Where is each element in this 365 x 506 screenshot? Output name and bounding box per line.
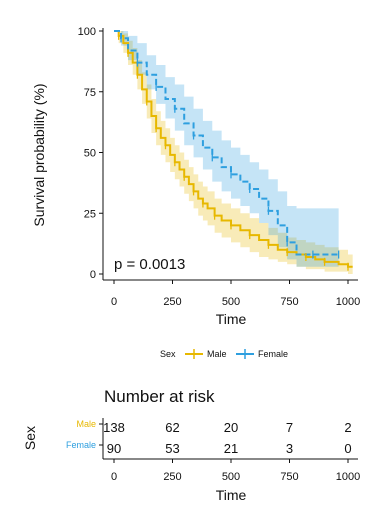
risk-row-label-male: Male — [76, 419, 96, 429]
legend-entry-male: Male — [185, 349, 227, 359]
y-tick-label: 0 — [90, 269, 96, 281]
legend-label-male: Male — [207, 349, 227, 359]
x-tick-label: 750 — [280, 296, 298, 308]
x-tick-label: 0 — [111, 296, 117, 308]
risk-count-female: 53 — [165, 441, 179, 456]
risk-count-female: 3 — [286, 441, 293, 456]
y-tick-label: 75 — [84, 87, 96, 99]
risk-count-female: 0 — [344, 441, 351, 456]
censor-marks — [118, 31, 349, 271]
risk-x-tick-label: 1000 — [336, 471, 360, 483]
risk-count-male: 62 — [165, 420, 179, 435]
risk-count-male: 138 — [103, 420, 125, 435]
p-value-annotation: p = 0.0013 — [114, 256, 185, 273]
risk-strata-label: Sex — [22, 426, 38, 450]
x-tick-label: 500 — [222, 296, 240, 308]
risk-x-axis-title: Time — [216, 487, 247, 503]
confidence-bands — [114, 31, 353, 274]
legend-title: Sex — [160, 349, 176, 359]
y-axis-title: Survival probability (%) — [31, 83, 47, 226]
x-axis-ticks: 0 250 500 750 1000 — [111, 280, 360, 308]
survival-plot: 0 25 50 75 100 0 250 500 750 1000 p = 0.0013 Sur… — [31, 26, 360, 327]
risk-x-tick-label: 0 — [111, 471, 117, 483]
risk-table: Number at risk Sex Male 138 62 20 7 2 Female 90… — [22, 387, 360, 503]
risk-table-title: Number at risk — [104, 387, 215, 406]
x-tick-label: 1000 — [336, 296, 360, 308]
male-survival-curve — [114, 30, 353, 268]
risk-rows: Male 138 62 20 7 2 Female 90 53 21 3 0 — [66, 419, 352, 456]
risk-count-male: 2 — [344, 420, 351, 435]
y-tick-label: 25 — [84, 208, 96, 220]
risk-x-axis-ticks: 0 250 500 750 1000 — [111, 459, 360, 483]
x-axis-title: Time — [216, 311, 247, 327]
y-tick-label: 100 — [78, 26, 96, 38]
y-axis-ticks: 0 25 50 75 100 — [78, 26, 103, 281]
y-tick-label: 50 — [84, 148, 96, 160]
risk-count-male: 20 — [224, 420, 238, 435]
female-confidence-band — [114, 31, 339, 267]
legend-label-female: Female — [258, 349, 288, 359]
risk-count-male: 7 — [286, 420, 293, 435]
risk-x-tick-label: 500 — [222, 471, 240, 483]
female-survival-curve — [114, 30, 339, 256]
survival-curves — [114, 30, 353, 268]
risk-count-female: 21 — [224, 441, 238, 456]
risk-x-tick-label: 750 — [280, 471, 298, 483]
x-tick-label: 250 — [163, 296, 181, 308]
legend-entry-female: Female — [236, 349, 288, 359]
risk-count-female: 90 — [107, 441, 121, 456]
legend: Sex Male Female — [160, 349, 288, 359]
risk-row-label-female: Female — [66, 440, 96, 450]
risk-x-tick-label: 250 — [163, 471, 181, 483]
